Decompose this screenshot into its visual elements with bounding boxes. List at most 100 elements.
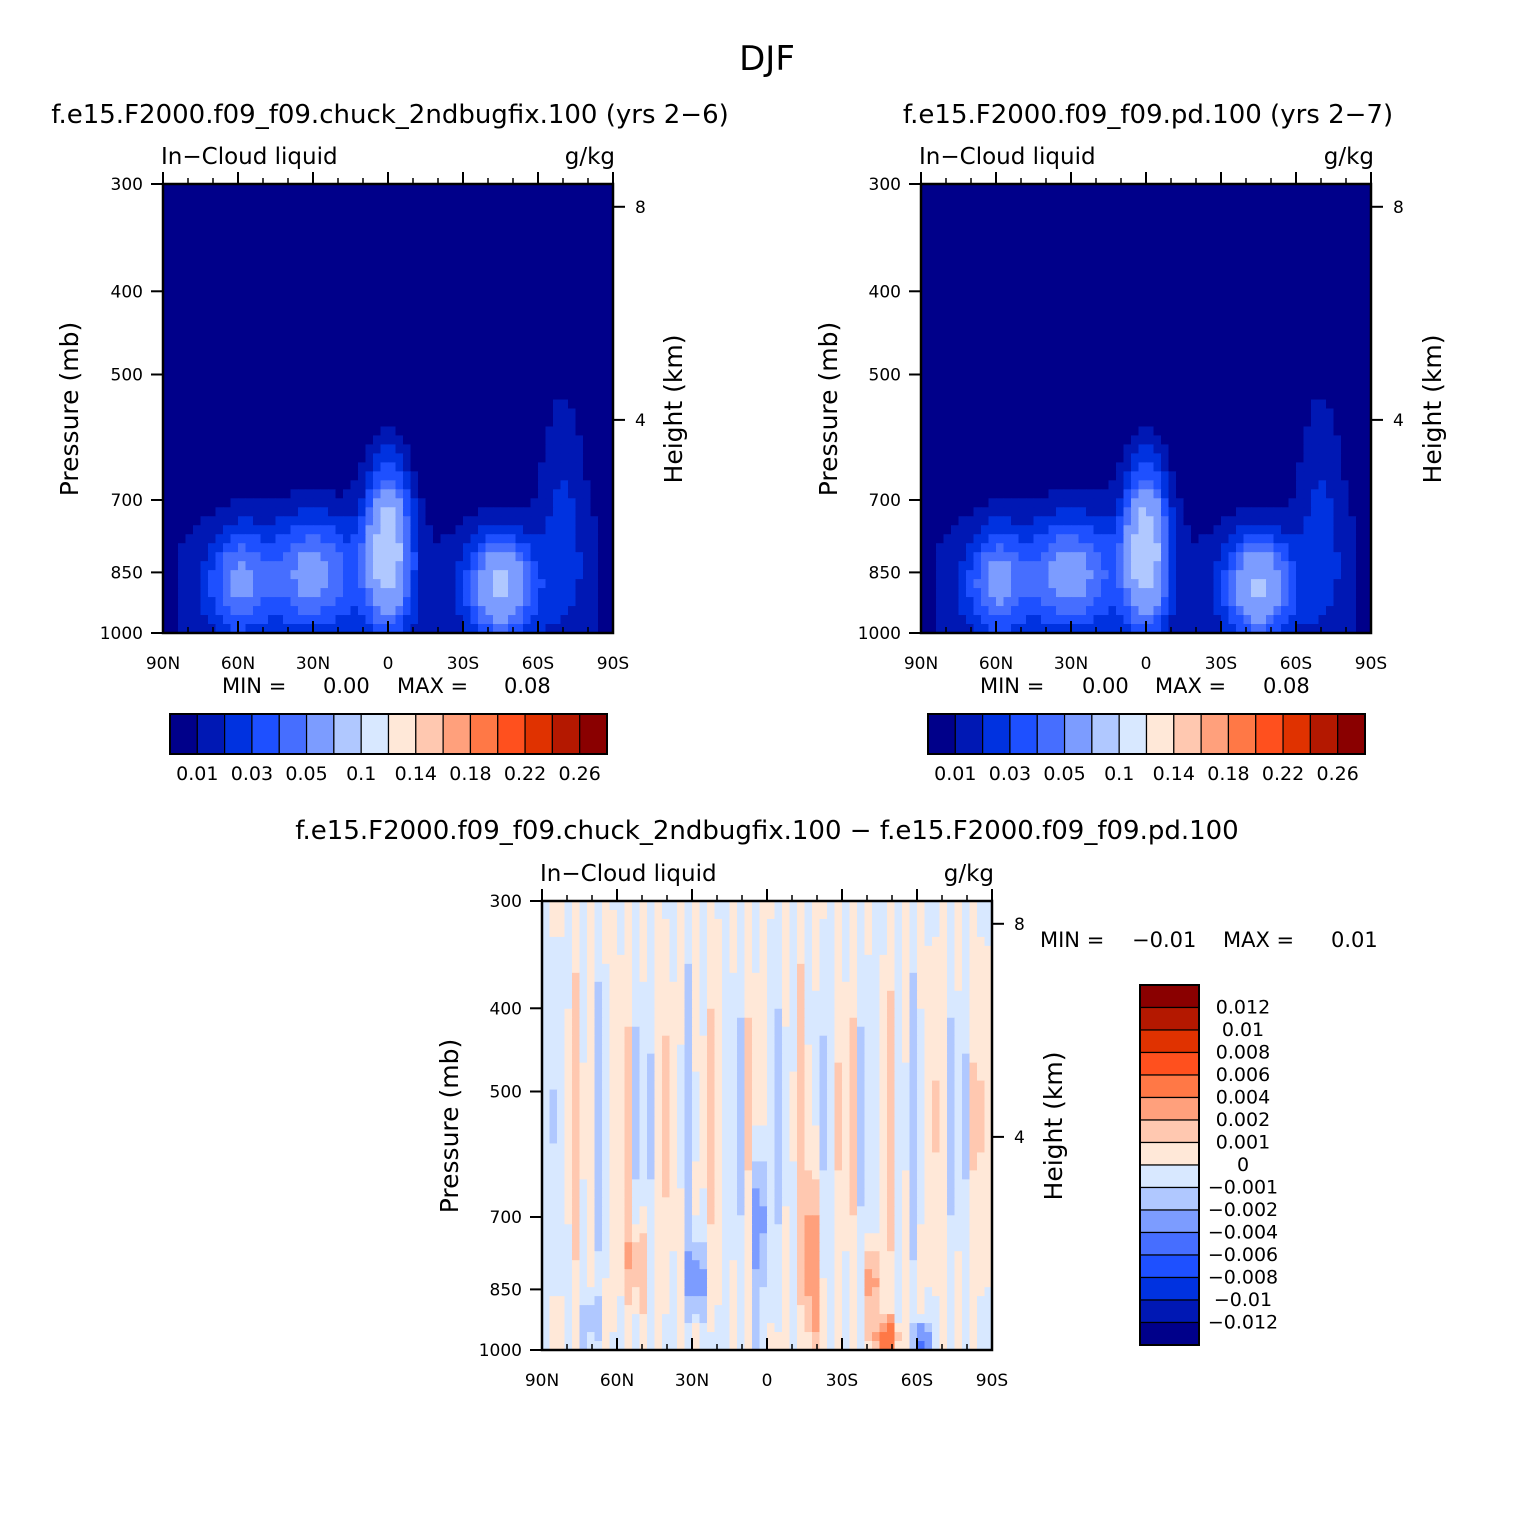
field-cell — [531, 274, 539, 284]
field-cell — [493, 543, 501, 553]
field-cell — [433, 525, 441, 535]
field-cell — [1139, 193, 1147, 203]
field-cell — [1214, 310, 1222, 320]
field-cell — [1176, 346, 1184, 356]
field-cell — [223, 319, 231, 329]
field-cell — [193, 552, 201, 562]
field-cell — [598, 516, 606, 526]
field-cell — [321, 301, 329, 311]
field-cell — [531, 453, 539, 463]
field-cell — [1296, 409, 1304, 419]
field-cell — [1274, 265, 1282, 275]
field-cell — [396, 391, 404, 401]
field-cell — [1251, 301, 1259, 311]
field-cell — [1259, 283, 1267, 293]
field-cell — [253, 426, 261, 436]
field-cell — [493, 301, 501, 311]
field-cell — [1139, 247, 1147, 257]
field-cell — [1199, 247, 1207, 257]
field-cell — [366, 471, 374, 481]
field-cell — [1341, 346, 1349, 356]
field-cell — [598, 391, 606, 401]
field-cell — [358, 184, 366, 194]
field-cell — [1056, 193, 1064, 203]
field-cell — [231, 202, 239, 212]
field-cell — [1251, 265, 1259, 275]
field-cell — [448, 229, 456, 239]
field-cell — [313, 274, 321, 284]
field-cell — [1004, 337, 1012, 347]
field-cell — [373, 355, 381, 365]
field-cell — [1214, 193, 1222, 203]
field-cell — [951, 435, 959, 445]
field-cell — [253, 400, 261, 410]
field-cell — [1161, 435, 1169, 445]
field-cell — [1079, 319, 1087, 329]
field-cell — [516, 615, 524, 625]
field-cell — [216, 543, 224, 553]
field-cell — [516, 247, 524, 257]
field-cell — [1191, 417, 1199, 427]
field-cell — [351, 409, 359, 419]
field-cell — [486, 534, 494, 544]
field-cell — [276, 462, 284, 472]
field-cell — [1341, 283, 1349, 293]
field-cell — [1191, 229, 1199, 239]
field-cell — [523, 265, 531, 275]
field-cell — [501, 435, 509, 445]
field-cell — [283, 202, 291, 212]
field-cell — [1296, 328, 1304, 338]
field-cell — [989, 202, 997, 212]
field-cell — [1101, 435, 1109, 445]
field-cell — [1109, 453, 1117, 463]
field-cell — [523, 579, 531, 589]
field-cell — [546, 265, 554, 275]
field-cell — [1146, 301, 1154, 311]
field-cell — [1251, 256, 1259, 266]
field-cell — [516, 229, 524, 239]
field-cell — [1124, 319, 1132, 329]
field-cell — [381, 435, 389, 445]
field-cell — [321, 400, 329, 410]
field-cell — [1281, 409, 1289, 419]
field-cell — [1334, 193, 1342, 203]
field-cell — [238, 579, 246, 589]
field-cell — [531, 426, 539, 436]
field-cell — [1056, 319, 1064, 329]
field-cell — [1064, 202, 1072, 212]
field-cell — [403, 453, 411, 463]
field-cell — [1259, 337, 1267, 347]
field-cell — [583, 265, 591, 275]
field-cell — [426, 301, 434, 311]
field-cell — [448, 328, 456, 338]
field-cell — [1266, 238, 1274, 248]
field-cell — [538, 229, 546, 239]
field-cell — [216, 319, 224, 329]
field-cell — [1101, 400, 1109, 410]
field-cell — [1199, 400, 1207, 410]
field-cell — [426, 310, 434, 320]
field-cell — [396, 382, 404, 392]
field-cell — [328, 373, 336, 383]
field-cell — [246, 400, 254, 410]
field-cell — [553, 328, 561, 338]
field-cell — [1184, 409, 1192, 419]
field-cell — [951, 283, 959, 293]
field-cell — [1064, 462, 1072, 472]
field-cell — [411, 426, 419, 436]
field-cell — [1019, 364, 1027, 374]
field-cell — [366, 229, 374, 239]
field-cell — [216, 301, 224, 311]
field-cell — [1349, 355, 1357, 365]
field-cell — [523, 238, 531, 248]
field-cell — [1019, 355, 1027, 365]
field-cell — [366, 507, 374, 517]
field-cell — [208, 507, 216, 517]
field-cell — [1071, 256, 1079, 266]
field-cell — [388, 328, 396, 338]
field-cell — [1236, 364, 1244, 374]
field-cell — [426, 220, 434, 230]
field-cell — [1326, 301, 1334, 311]
field-cell — [1056, 462, 1064, 472]
field-cell — [171, 588, 179, 598]
